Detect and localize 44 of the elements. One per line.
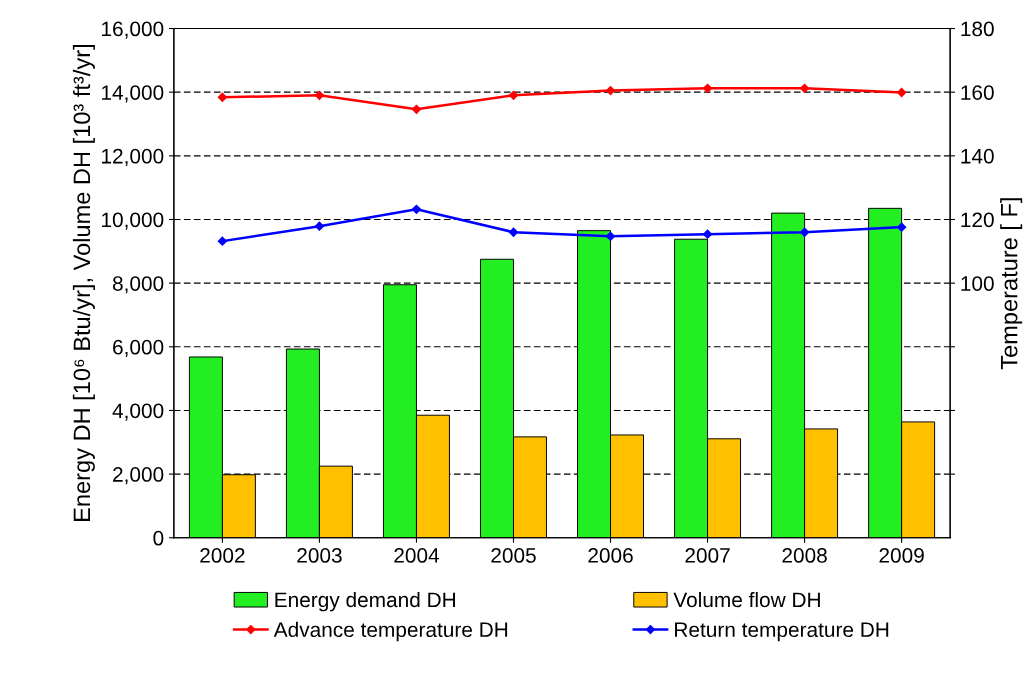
y-tick-label: 6,000: [113, 339, 164, 358]
x-tick-label: 2006: [588, 548, 633, 563]
legend-label: Return temperature DH: [675, 622, 889, 642]
point: [605, 85, 616, 96]
point: [605, 231, 616, 241]
x-tick-label: 2005: [491, 548, 536, 563]
point: [411, 104, 422, 114]
x-tick-label: 2003: [297, 548, 342, 563]
point: [217, 236, 228, 246]
y-tick-label: 2,000: [113, 467, 164, 485]
legend-label: Advance temperature DH: [273, 621, 508, 642]
x-tick-label: 2007: [685, 548, 730, 563]
y-tick-label: 10,000: [102, 212, 164, 230]
x-tick-label: 2009: [879, 548, 924, 563]
y-tick-label: 8,000: [112, 276, 164, 294]
point: [702, 229, 713, 239]
point: [411, 204, 422, 214]
legend-label: Energy demand DH: [275, 591, 455, 612]
x-tick-label: 2002: [200, 548, 245, 563]
point: [314, 90, 325, 100]
point: [217, 92, 228, 102]
point: [314, 221, 325, 231]
point: [896, 222, 907, 232]
point: [799, 227, 810, 237]
y-tick-label: 16,000: [102, 21, 164, 39]
y-tick-label: 12,000: [102, 148, 164, 167]
y2-tick-label: 140: [961, 148, 994, 164]
y2-axis-title: Temperature [ F]: [1000, 198, 1023, 370]
y2-tick-label: 100: [961, 276, 994, 291]
x-tick-label: 2008: [782, 548, 827, 563]
y-axis-title: Energy DH [10⁶ Btu/yr], Volume DH [10³ ft³/yr]: [72, 45, 95, 521]
point: [896, 87, 907, 98]
legend-label: Volume flow DH: [673, 591, 820, 608]
y-tick-label: 0: [153, 530, 164, 546]
point: [702, 83, 713, 93]
point: [508, 227, 519, 237]
y2-tick-label: 160: [961, 85, 994, 100]
y-tick-label: 14,000: [102, 85, 164, 103]
point: [508, 90, 519, 100]
x-tick-label: 2004: [394, 548, 440, 563]
y2-tick-label: 180: [961, 21, 994, 37]
point: [799, 83, 810, 93]
y2-tick-label: 120: [961, 212, 994, 228]
y-tick-label: 4,000: [112, 403, 164, 421]
